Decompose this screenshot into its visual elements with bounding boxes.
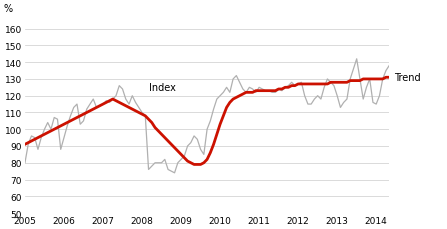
Text: Trend: Trend bbox=[394, 73, 421, 83]
Text: Index: Index bbox=[148, 83, 175, 93]
Text: %: % bbox=[3, 3, 12, 14]
